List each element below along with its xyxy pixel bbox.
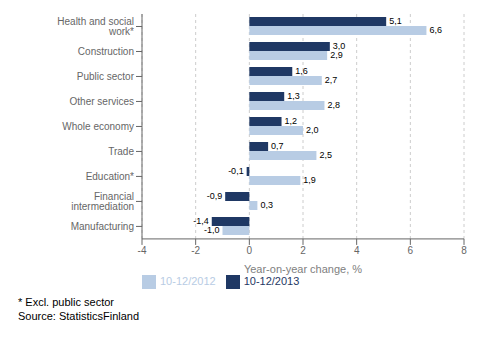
svg-text:1,6: 1,6 (295, 66, 308, 76)
html-text:* Excl. public sector: * Excl. public sector (18, 296, 114, 308)
svg-text:2,0: 2,0 (306, 125, 319, 135)
svg-text:2,5: 2,5 (319, 150, 332, 160)
svg-text:0,3: 0,3 (260, 200, 273, 210)
svg-text:Financialintermediation: Financialintermediation (71, 191, 134, 212)
svg-text:Public sector: Public sector (77, 71, 135, 82)
svg-text:-2: -2 (191, 245, 200, 256)
svg-text:-1,0: -1,0 (204, 225, 220, 235)
svg-text:2,9: 2,9 (330, 50, 343, 60)
svg-text:Whole economy: Whole economy (62, 121, 134, 132)
svg-text:1,3: 1,3 (287, 91, 300, 101)
svg-text:Education*: Education* (86, 171, 134, 182)
svg-text:0: 0 (247, 245, 253, 256)
svg-text:1,2: 1,2 (285, 116, 298, 126)
svg-text:6: 6 (408, 245, 414, 256)
svg-text:8: 8 (461, 245, 467, 256)
svg-text:5,1: 5,1 (389, 16, 402, 26)
svg-text:Trade: Trade (108, 146, 134, 157)
svg-text:-1,4: -1,4 (193, 216, 209, 227)
html-text:10-12/2013: 10-12/2013 (243, 274, 300, 287)
svg-text:2,7: 2,7 (325, 75, 338, 85)
svg-text:-0,9: -0,9 (207, 191, 223, 201)
svg-text:4: 4 (354, 245, 360, 256)
svg-text:2,8: 2,8 (327, 100, 340, 110)
svg-text:6,6: 6,6 (429, 25, 442, 35)
html-text:Source: StatisticsFinland: Source: StatisticsFinland (18, 310, 140, 322)
svg-text:Construction: Construction (78, 46, 134, 57)
svg-text:-4: -4 (138, 245, 147, 256)
svg-text:Year-on-year change, %: Year-on-year change, % (244, 263, 362, 275)
svg-text:2: 2 (300, 245, 306, 256)
svg-text:-0,1: -0,1 (228, 166, 244, 176)
svg-text:3,0: 3,0 (332, 41, 346, 52)
svg-text:Other services: Other services (70, 96, 134, 107)
html-text:10-12/2012: 10-12/2012 (160, 274, 216, 287)
svg-text:Health and socialwork*: Health and socialwork* (57, 16, 134, 37)
svg-text:0,7: 0,7 (271, 141, 284, 151)
svg-text:Manufacturing: Manufacturing (71, 221, 134, 232)
svg-text:1,9: 1,9 (303, 175, 316, 185)
